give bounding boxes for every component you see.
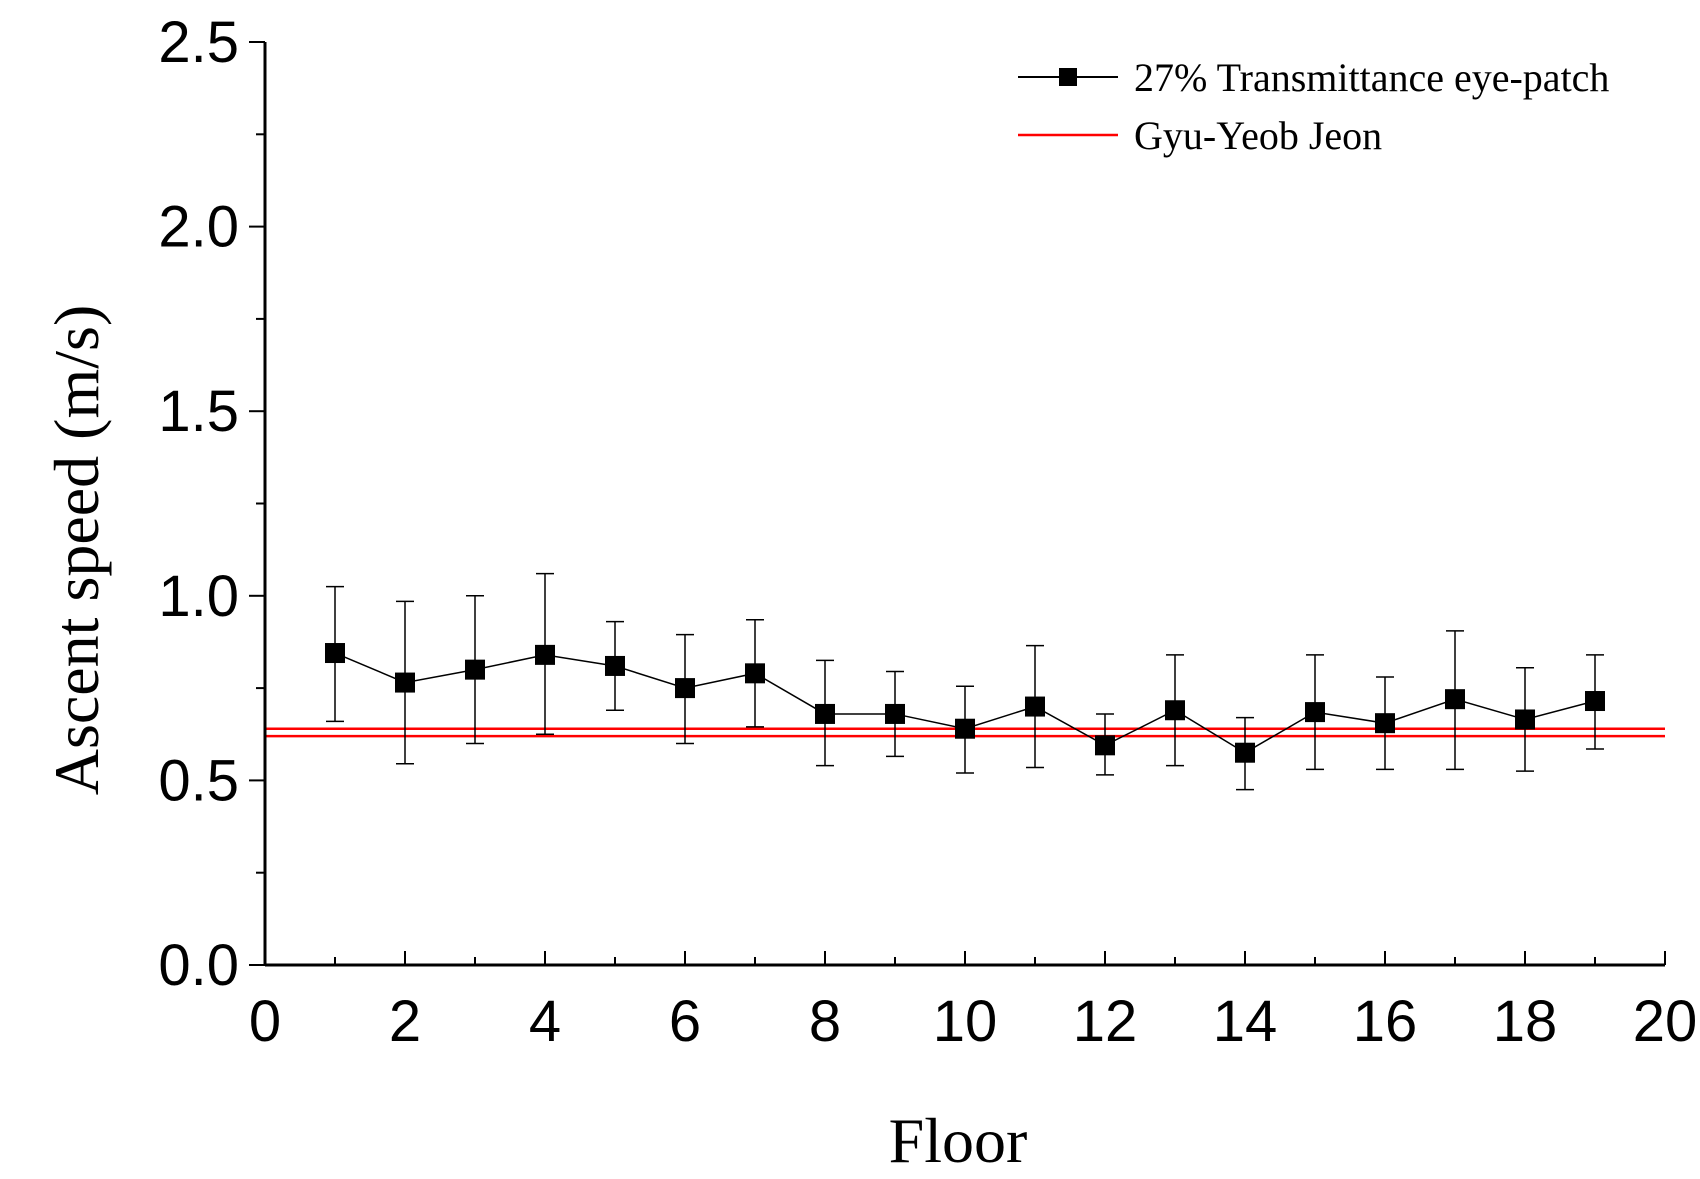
data-point bbox=[1305, 702, 1325, 723]
data-point bbox=[535, 644, 555, 665]
x-tick-label: 14 bbox=[1213, 989, 1278, 1054]
data-point bbox=[395, 672, 415, 693]
x-tick-label: 4 bbox=[529, 989, 561, 1054]
data-point bbox=[675, 678, 695, 699]
legend: 27% Transmittance eye-patch Gyu-Yeob Jeo… bbox=[1018, 55, 1609, 158]
x-tick-label: 0 bbox=[249, 989, 281, 1054]
x-tick-label: 12 bbox=[1073, 989, 1138, 1054]
axes bbox=[263, 42, 1665, 967]
data-point bbox=[1025, 696, 1045, 717]
data-point bbox=[885, 703, 905, 724]
y-tick-label: 1.0 bbox=[158, 564, 239, 629]
y-tick-label: 1.5 bbox=[158, 379, 239, 444]
data-markers bbox=[325, 643, 1605, 763]
legend-label-eye-patch: 27% Transmittance eye-patch bbox=[1134, 55, 1609, 100]
legend-marker-square bbox=[1059, 68, 1077, 86]
data-point bbox=[1375, 713, 1395, 734]
x-axis-ticks: 0 2 4 6 8 10 12 14 16 18 20 bbox=[249, 951, 1697, 1054]
x-tick-label: 8 bbox=[809, 989, 841, 1054]
data-point bbox=[465, 659, 485, 680]
plot-area bbox=[265, 572, 1665, 791]
data-point bbox=[325, 643, 345, 664]
x-tick-label: 2 bbox=[389, 989, 421, 1054]
x-axis-title: Floor bbox=[889, 1105, 1028, 1176]
x-tick-label: 18 bbox=[1493, 989, 1558, 1054]
data-point bbox=[1515, 709, 1535, 730]
x-tick-label: 16 bbox=[1353, 989, 1418, 1054]
data-point bbox=[1445, 689, 1465, 710]
data-point bbox=[955, 718, 975, 739]
data-point bbox=[605, 655, 625, 676]
y-axis-ticks: 0.0 0.5 1.0 1.5 2.0 2.5 bbox=[158, 10, 265, 998]
legend-label-jeon: Gyu-Yeob Jeon bbox=[1134, 113, 1382, 158]
y-tick-label: 0.5 bbox=[158, 748, 239, 813]
data-point bbox=[1095, 735, 1115, 756]
y-tick-label: 2.5 bbox=[158, 10, 239, 75]
data-point bbox=[1165, 700, 1185, 721]
data-point bbox=[1585, 691, 1605, 712]
error-bars bbox=[326, 572, 1604, 791]
data-point bbox=[815, 703, 835, 724]
data-point bbox=[1235, 742, 1255, 763]
x-tick-label: 10 bbox=[933, 989, 998, 1054]
y-axis-title: Ascent speed (m/s) bbox=[41, 305, 112, 796]
y-tick-label: 2.0 bbox=[158, 195, 239, 260]
data-point bbox=[745, 663, 765, 684]
x-tick-label: 20 bbox=[1633, 989, 1698, 1054]
x-tick-label: 6 bbox=[669, 989, 701, 1054]
y-tick-label: 0.0 bbox=[158, 933, 239, 998]
